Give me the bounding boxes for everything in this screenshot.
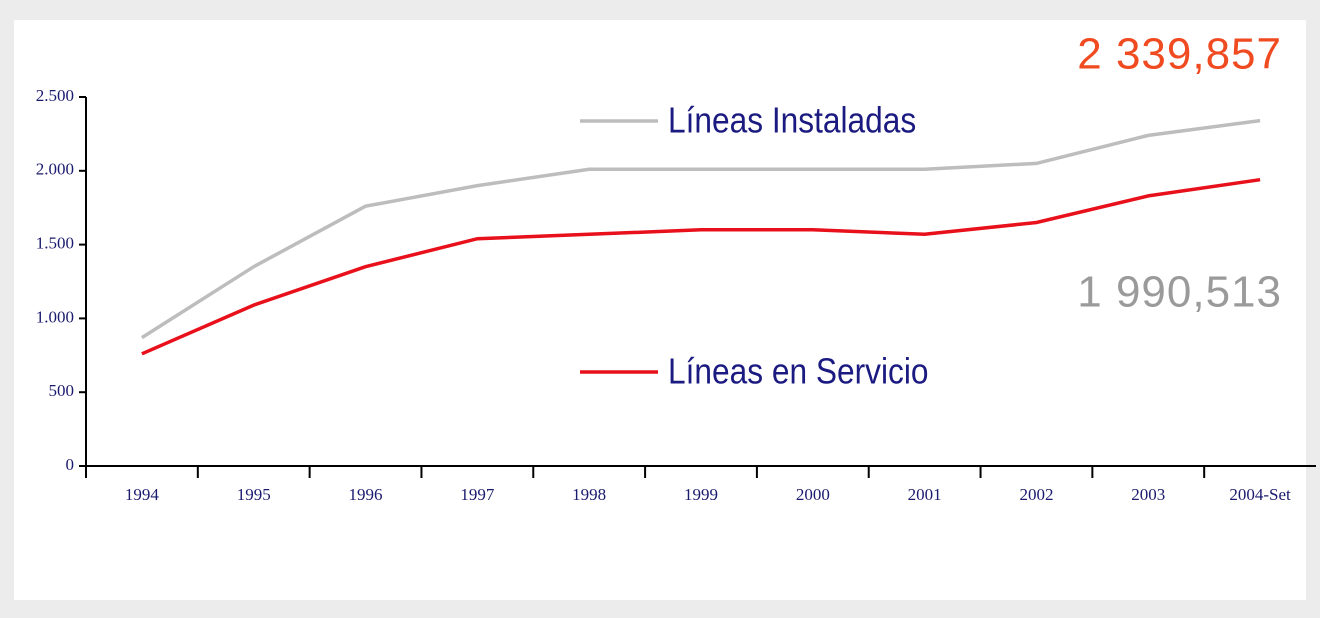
y-tick-label: 1.500 (36, 234, 74, 253)
annotation: 2 339,857 (1077, 30, 1282, 79)
x-tick-label: 1996 (349, 485, 383, 504)
annotation: 1 990,513 (1077, 268, 1282, 317)
legend-label: Líneas en Servicio (668, 352, 929, 392)
y-tick-label: 500 (49, 381, 75, 400)
x-tick-label: 2004-Set (1229, 485, 1291, 504)
x-tick-label: 1997 (460, 485, 495, 504)
x-tick-label: 2003 (1131, 485, 1165, 504)
x-tick-label: 1998 (572, 485, 606, 504)
x-tick-label: 2002 (1019, 485, 1053, 504)
x-tick-label: 2000 (796, 485, 830, 504)
legend-label: Líneas Instaladas (668, 101, 916, 141)
y-tick-label: 0 (66, 455, 75, 474)
y-tick-label: 2.000 (36, 160, 74, 179)
series-line (141, 177, 1261, 356)
plot-background (14, 20, 1306, 600)
x-tick-label: 2001 (908, 485, 942, 504)
x-tick-label: 1995 (237, 485, 271, 504)
x-tick-label: 1999 (684, 485, 718, 504)
y-tick-label: 1.000 (36, 307, 74, 326)
x-tick-label: 1994 (125, 485, 160, 504)
y-tick-label: 2.500 (36, 86, 74, 105)
series-line (140, 118, 1261, 340)
